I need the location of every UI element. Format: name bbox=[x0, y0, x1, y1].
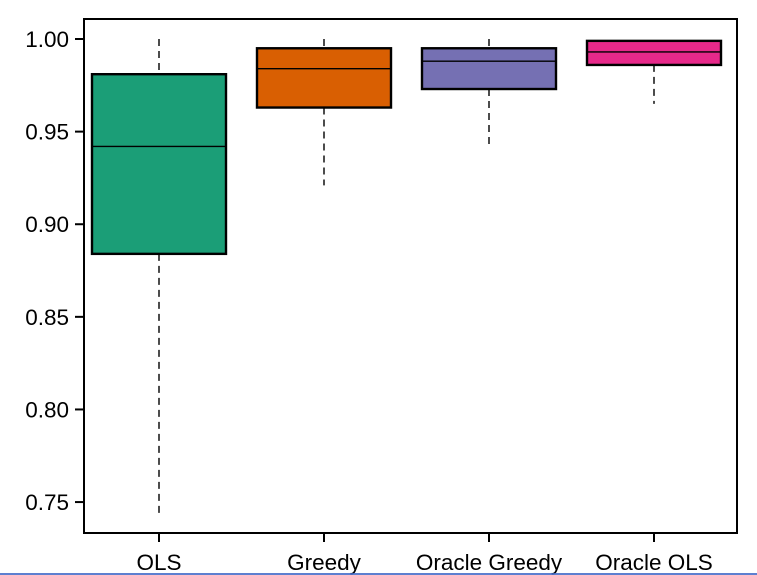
y-tick-label: 0.75 bbox=[25, 490, 69, 515]
x-tick-label-oracle-ols: Oracle OLS bbox=[595, 550, 713, 575]
x-tick-label-greedy: Greedy bbox=[287, 550, 362, 575]
y-tick-label: 0.85 bbox=[25, 305, 69, 330]
window-bottom-edge bbox=[0, 573, 757, 575]
box-greedy bbox=[255, 47, 393, 109]
y-tick-label: 0.95 bbox=[25, 120, 69, 145]
y-tick-label: 0.90 bbox=[25, 212, 69, 237]
y-tick-label: 1.00 bbox=[25, 27, 69, 52]
x-tick-label-oracle-greedy: Oracle Greedy bbox=[416, 550, 563, 575]
box-ols bbox=[90, 72, 228, 256]
y-tick-label: 0.80 bbox=[25, 397, 69, 422]
plot-frame bbox=[83, 18, 738, 534]
box-oracle-ols bbox=[585, 39, 723, 67]
x-tick-label-ols: OLS bbox=[136, 550, 181, 575]
box-oracle-greedy bbox=[420, 47, 558, 91]
